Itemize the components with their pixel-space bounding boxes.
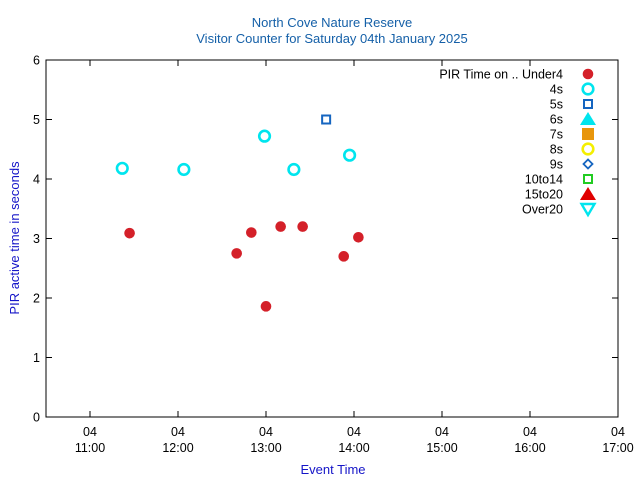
legend-marker-10to14 xyxy=(583,174,593,184)
x-tick-day-label: 04 xyxy=(435,425,449,439)
x-tick-time-label: 12:00 xyxy=(162,441,193,455)
data-point-under4 xyxy=(338,251,350,262)
chart-subtitle: Visitor Counter for Saturday 04th Januar… xyxy=(196,31,467,46)
x-axis-label: Event Time xyxy=(300,462,365,477)
legend-label-6s: 6s xyxy=(550,113,563,127)
x-tick-day-label: 04 xyxy=(611,425,625,439)
data-points xyxy=(115,114,364,312)
x-tick-time-label: 17:00 xyxy=(602,441,633,455)
legend-label-5s: 5s xyxy=(550,98,563,112)
x-tick-time-label: 14:00 xyxy=(338,441,369,455)
y-tick-label: 2 xyxy=(33,292,40,306)
x-tick-time-label: 16:00 xyxy=(514,441,545,455)
y-tick-label: 6 xyxy=(33,54,40,68)
legend-label-15to20: 15to20 xyxy=(525,188,563,202)
plot-frame xyxy=(45,59,619,418)
y-tick-label: 5 xyxy=(33,113,40,127)
y-axis-label: PIR active time in seconds xyxy=(7,161,22,315)
legend: PIR Time on .. Under44s5s6s7s8s9s10to141… xyxy=(439,68,597,218)
y-tick-label: 3 xyxy=(33,232,40,246)
data-point-under4 xyxy=(124,227,135,239)
axes: 0 1 2 3 4 5 6 04 11:00 04 12:00 04 13:00 04 14:00 04 15:… xyxy=(33,54,634,456)
data-point-under4 xyxy=(260,301,272,312)
x-tick-day-label: 04 xyxy=(259,425,273,439)
legend-label-9s: 9s xyxy=(550,158,563,172)
chart-title: North Cove Nature Reserve xyxy=(252,15,412,30)
x-tick-time-label: 15:00 xyxy=(426,441,457,455)
legend-label-7s: 7s xyxy=(550,128,563,142)
data-point-4s xyxy=(343,148,357,162)
legend-marker-5s xyxy=(583,99,593,109)
x-tick-day-label: 04 xyxy=(347,425,361,439)
y-tick-label: 1 xyxy=(33,351,40,365)
legend-label-over20: Over20 xyxy=(522,203,563,217)
legend-label-4s: 4s xyxy=(550,83,563,97)
x-tick-day-label: 04 xyxy=(523,425,537,439)
legend-label-10to14: 10to14 xyxy=(525,173,563,187)
y-tick-label: 4 xyxy=(33,173,40,187)
x-tick-time-label: 13:00 xyxy=(250,441,281,455)
data-point-5s xyxy=(321,114,332,125)
legend-marker-8s xyxy=(581,142,595,156)
y-tick-label: 0 xyxy=(33,411,40,425)
data-point-under4 xyxy=(231,248,242,259)
data-point-4s xyxy=(177,162,191,177)
legend-label-8s: 8s xyxy=(550,143,563,157)
legend-marker-7s xyxy=(582,128,594,140)
data-point-4s xyxy=(115,161,129,175)
data-point-4s xyxy=(287,162,301,177)
x-tick-day-label: 04 xyxy=(171,425,185,439)
legend-marker-under4 xyxy=(582,68,594,80)
legend-marker-6s xyxy=(580,112,596,125)
legend-title: PIR Time on .. xyxy=(439,68,522,82)
data-point-under4 xyxy=(297,221,308,232)
data-point-4s xyxy=(257,129,272,143)
legend-marker-15to20 xyxy=(580,187,596,200)
legend-marker-4s xyxy=(581,82,595,96)
data-point-under4 xyxy=(353,232,364,243)
x-tick-day-label: 04 xyxy=(83,425,97,439)
data-point-under4 xyxy=(246,227,257,238)
x-tick-time-label: 11:00 xyxy=(75,441,105,455)
legend-series-name: Under4 xyxy=(522,68,563,82)
legend-marker-over20 xyxy=(579,202,597,218)
legend-label-under4: PIR Time on .. Under4 xyxy=(439,68,563,82)
legend-marker-9s xyxy=(582,158,594,170)
data-point-under4 xyxy=(275,221,286,232)
